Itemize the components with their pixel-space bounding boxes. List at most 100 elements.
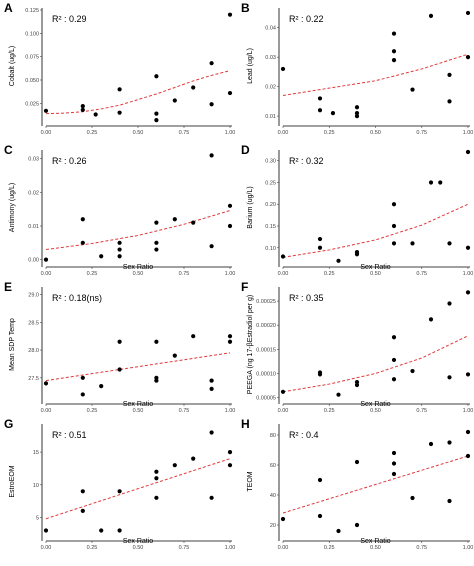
panel-b-y-tick-label: 0.01 xyxy=(265,114,276,120)
panel-e-x-axis-title: Sex Ratio xyxy=(123,401,153,408)
panel-f-r2-label: R² : 0.35 xyxy=(289,293,324,303)
panel-c-y-tick-label: 0.01 xyxy=(28,224,39,230)
panel-d-data-point xyxy=(428,180,434,185)
panel-d-data-point xyxy=(317,245,323,250)
panel-a-x-tick-label: 0.25 xyxy=(87,130,98,136)
panel-d-x-tick-label: 0.50 xyxy=(370,271,381,277)
panel-d-data-point xyxy=(317,236,323,242)
panel-a-data-point xyxy=(80,104,85,109)
panel-c-r2-label: R² : 0.26 xyxy=(52,156,87,166)
panel-g-data-point xyxy=(227,450,233,455)
panel-a-data-point xyxy=(43,108,49,113)
panel-a-data-point xyxy=(154,118,159,123)
panel-a-data-point xyxy=(117,110,122,115)
panel-h-x-tick-label: 1.00 xyxy=(463,545,474,551)
panel-e-data-point xyxy=(191,334,196,339)
panel-f-y-tick-label: 0.00005 xyxy=(256,396,276,402)
panel-c-data-point xyxy=(227,203,233,208)
panel-a-x-tick-label: 0.75 xyxy=(179,130,190,136)
panel-d-x-tick-label: 0.00 xyxy=(278,271,289,277)
panel-c-data-point xyxy=(117,254,122,259)
panel-a-y-tick-label: 0.025 xyxy=(25,101,39,107)
panel-g-letter: G xyxy=(4,417,13,431)
panel-c-data-point xyxy=(80,240,85,245)
panel-h-y-tick-label: 40 xyxy=(270,493,276,499)
panel-g-y-tick-label: 5 xyxy=(36,515,39,521)
panel-f-letter: F xyxy=(241,280,248,294)
panel-d-data-point xyxy=(465,149,471,155)
panel-b-y-tick-label: 0.04 xyxy=(265,26,276,32)
panel-f-data-point xyxy=(354,382,360,388)
panel-c-x-axis-title: Sex Ratio xyxy=(123,264,153,271)
panel-d-data-point xyxy=(391,223,397,229)
panel-c-y-tick-label: 0.02 xyxy=(28,190,39,196)
panel-h-data-point xyxy=(428,441,434,447)
panel-b-x-tick-label: 0.00 xyxy=(278,130,289,136)
panel-b-data-point xyxy=(354,105,360,110)
panel-d-data-point xyxy=(438,180,443,185)
panel-f-data-point xyxy=(317,372,323,377)
panel-h-data-point xyxy=(317,477,323,483)
panel-b-data-point xyxy=(354,114,360,119)
panel-g-x-axis-title: Sex Ratio xyxy=(123,538,153,545)
panel-g-data-point xyxy=(154,469,159,474)
panel-b-data-point xyxy=(354,111,360,116)
panel-a-x-tick-label: 0.00 xyxy=(41,130,52,136)
panel-h-data-point xyxy=(410,495,415,501)
panel-b-y-tick-label: 0.02 xyxy=(265,85,276,91)
panel-b-x-tick-label: 0.25 xyxy=(324,130,335,136)
panel-d-data-point xyxy=(391,202,397,207)
panel-h-y-tick-label: 80 xyxy=(270,433,276,439)
panel-h-data-point xyxy=(391,461,397,466)
panel-a-data-point xyxy=(154,74,159,79)
panel-b-x-tick-label: 0.50 xyxy=(370,130,381,136)
panel-b-data-point xyxy=(447,99,452,104)
panel-b-x-tick-label: 0.75 xyxy=(416,130,427,136)
panel-a-data-point xyxy=(209,61,214,66)
panel-d-data-point xyxy=(354,252,360,257)
panel-a-data-point xyxy=(172,98,177,103)
panel-g-y-tick-label: 15 xyxy=(33,450,39,456)
panel-c-trend-line xyxy=(45,210,231,251)
panel-d-x-tick-label: 0.25 xyxy=(324,271,335,277)
panel-c-data-point xyxy=(154,240,159,245)
panel-h-y-tick-label: 20 xyxy=(270,523,276,529)
panel-a-y-axis-title: Cobalt (ug/L) xyxy=(9,46,16,86)
panel-e-data-point xyxy=(209,378,214,383)
panel-c-data-point xyxy=(227,223,233,229)
panel-g-r2-label: R² : 0.51 xyxy=(52,430,87,440)
panel-d-data-point xyxy=(465,245,471,250)
panel-f-y-tick-label: 0.00020 xyxy=(256,323,276,329)
panel-d-x-axis-title: Sex Ratio xyxy=(360,264,390,271)
panel-g-data-point xyxy=(43,528,49,533)
panel-d-y-tick-label: 0.10 xyxy=(265,246,276,252)
panel-g-data-point xyxy=(191,456,196,461)
panel-g-trend-line xyxy=(45,458,231,520)
panel-c-data-point xyxy=(99,254,104,259)
panel-f-y-tick-label: 0.00015 xyxy=(256,347,276,353)
panel-a-y-tick-label: 0.075 xyxy=(25,55,39,61)
panel-g-y-axis-title: EstroEOM xyxy=(9,465,16,497)
panel-h-data-point xyxy=(354,459,360,465)
panel-c-data-point xyxy=(117,247,122,252)
panel-h-letter: H xyxy=(241,417,250,431)
panel-b-data-point xyxy=(465,55,471,60)
panel-a-x-tick-label: 0.50 xyxy=(133,130,144,136)
panel-b-r2-label: R² : 0.22 xyxy=(289,14,324,24)
panel-e-data-point xyxy=(227,339,233,344)
panel-e-x-tick-label: 0.75 xyxy=(179,408,190,414)
panel-b-data-point xyxy=(317,108,323,113)
panel-e-y-tick-label: 29.0 xyxy=(28,293,39,299)
panel-g-data-point xyxy=(227,463,233,468)
panel-c-data-point xyxy=(209,244,214,249)
panel-c-x-tick-label: 0.50 xyxy=(133,271,144,277)
panel-d-data-point xyxy=(280,254,286,259)
panel-e-data-point xyxy=(80,392,85,397)
panel-f-data-point xyxy=(465,290,471,295)
panel-e-trend-line xyxy=(45,352,231,382)
panel-d-data-point xyxy=(336,258,341,263)
panel-f-data-point xyxy=(447,375,452,380)
panel-b-x-tick-label: 1.00 xyxy=(463,130,474,136)
panel-f-data-point xyxy=(428,317,434,322)
panel-e-y-tick-label: 27.5 xyxy=(28,376,39,382)
